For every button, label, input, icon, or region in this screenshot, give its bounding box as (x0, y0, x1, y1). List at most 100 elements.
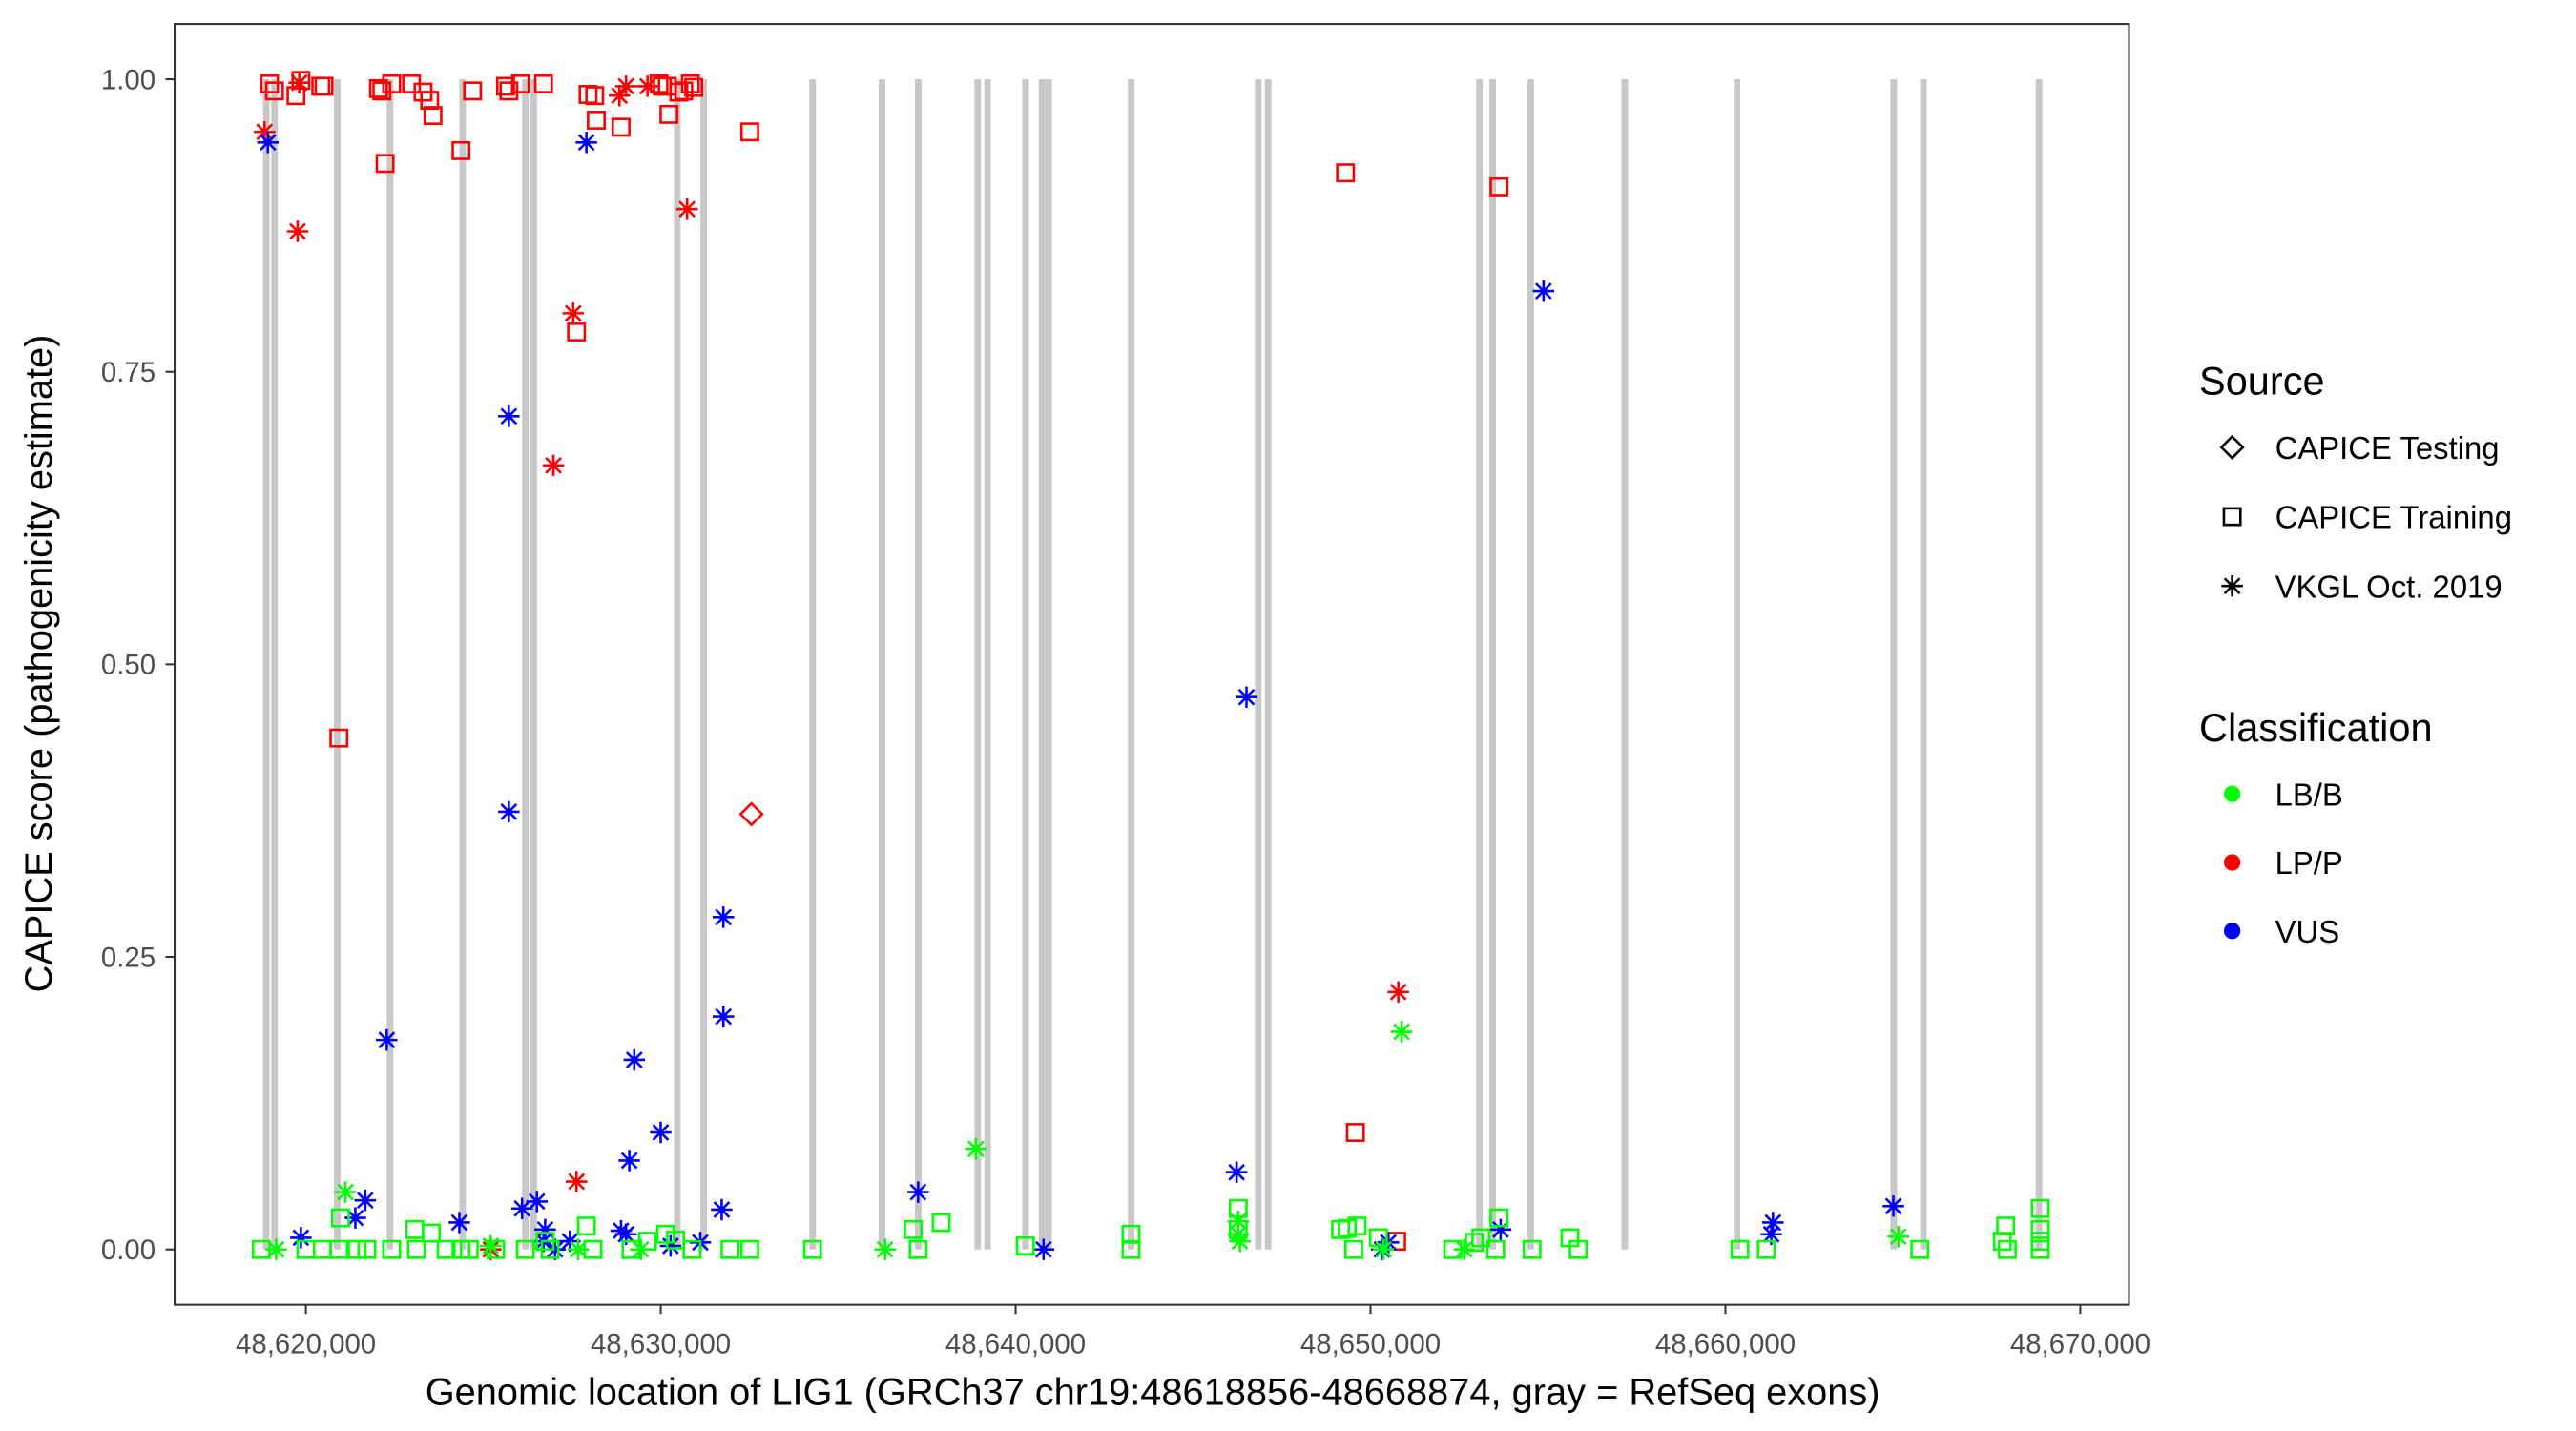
exon-bar (1920, 79, 1927, 1250)
legend-square-icon (2222, 507, 2242, 527)
point-training-lbb (1756, 1239, 1776, 1259)
point-training-lpp (684, 77, 704, 97)
point-training-lbb (682, 1239, 702, 1259)
legend-diamond-icon (2219, 434, 2245, 460)
x-tick-label: 48,620,000 (236, 1329, 376, 1360)
point-training-lbb (904, 1219, 924, 1239)
point-vkgl-lpp (288, 72, 310, 93)
point-vkgl-vus (1532, 280, 1555, 302)
legend-class-label: VUS (2275, 914, 2340, 949)
point-training-lbb (540, 1239, 560, 1259)
point-vkgl-vus (290, 1227, 312, 1249)
point-vkgl-lbb (334, 1181, 357, 1203)
point-training-lpp (1345, 1123, 1365, 1142)
exon-bar (271, 79, 279, 1250)
point-vkgl-lbb (874, 1238, 896, 1260)
point-training-lpp (463, 81, 483, 101)
point-training-lbb (357, 1239, 377, 1259)
point-training-lbb (1228, 1219, 1248, 1239)
point-vkgl-vus (712, 906, 735, 928)
x-tick-label: 48,670,000 (2010, 1329, 2150, 1360)
point-training-lbb (655, 1224, 675, 1244)
exon-bar (386, 79, 394, 1250)
point-vkgl-vus (354, 1189, 377, 1212)
point-training-lbb (583, 1239, 603, 1259)
point-training-lbb (1228, 1198, 1248, 1218)
exon-bar (459, 79, 467, 1250)
y-tick-label: 1.00 (101, 64, 156, 95)
exon-bar (1038, 79, 1046, 1250)
legend-dot-icon (2223, 854, 2241, 871)
point-training-lbb (2030, 1219, 2050, 1239)
point-vkgl-vus (1225, 1161, 1248, 1183)
point-training-lpp (314, 76, 334, 96)
point-vkgl-vus (257, 132, 280, 154)
point-training-lpp (739, 122, 759, 142)
point-training-lpp (329, 728, 349, 748)
legend-source-label: VKGL Oct. 2019 (2275, 569, 2503, 604)
point-training-lbb (1343, 1239, 1363, 1259)
legend-class-label: LB/B (2275, 777, 2343, 812)
point-training-lbb (329, 1239, 349, 1259)
point-vkgl-vus (1760, 1223, 1782, 1245)
exon-bar (334, 79, 341, 1250)
point-vkgl-vus (618, 1150, 640, 1172)
point-training-lbb (1730, 1239, 1750, 1259)
exon-bar (1022, 79, 1029, 1250)
point-training-lbb (908, 1239, 928, 1259)
x-axis-title: Genomic location of LIG1 (GRCh37 chr19:4… (426, 1371, 1880, 1413)
legend-dot-icon (2223, 923, 2241, 940)
point-vkgl-vus (1032, 1238, 1055, 1260)
exon-bar (1890, 79, 1898, 1250)
point-vkgl-vus (1882, 1195, 1904, 1217)
point-vkgl-lpp (675, 197, 698, 220)
point-vkgl-vus (623, 1048, 646, 1071)
point-training-lbb (1996, 1216, 2016, 1236)
point-training-lbb (720, 1239, 740, 1259)
point-training-lbb (637, 1232, 657, 1252)
point-vkgl-vus (1489, 1218, 1512, 1241)
y-tick-label: 0.25 (101, 942, 156, 973)
point-vkgl-vus (498, 405, 520, 427)
point-training-lpp (291, 71, 311, 91)
legend-dot-icon (2223, 785, 2241, 802)
point-training-lbb (802, 1239, 822, 1259)
point-training-lpp (1489, 176, 1509, 197)
point-training-lpp (585, 86, 605, 106)
data-points (251, 71, 2050, 1260)
point-vkgl-vus (1762, 1212, 1784, 1234)
point-training-lpp (680, 74, 700, 93)
exon-bar (1489, 79, 1496, 1250)
point-vkgl-vus (510, 1197, 533, 1220)
exon-bar (262, 79, 270, 1250)
point-vkgl-lbb (265, 1238, 287, 1260)
point-vkgl-lpp (254, 120, 276, 143)
exon-bar (1264, 79, 1272, 1250)
point-training-lbb (2030, 1198, 2050, 1218)
point-vkgl-lpp (1387, 981, 1409, 1004)
legend-classification-title: Classification (2199, 705, 2433, 750)
x-tick-label: 48,640,000 (945, 1329, 1086, 1360)
exon-bar (2035, 79, 2043, 1250)
point-training-lbb (1338, 1218, 1357, 1238)
point-vkgl-lbb (1372, 1238, 1395, 1260)
point-vkgl-lpp (542, 454, 565, 477)
legend-source-label: CAPICE Training (2275, 500, 2512, 535)
point-training-lpp (612, 117, 631, 137)
point-training-lbb (1015, 1236, 1035, 1255)
legend: Source CAPICE Testing CAPICE Training VKGL… (2199, 358, 2512, 948)
point-training-lbb (347, 1239, 367, 1259)
point-vkgl-lbb (965, 1137, 987, 1160)
point-training-lbb (1347, 1216, 1367, 1236)
exon-bar (1128, 79, 1135, 1250)
point-training-lbb (1489, 1208, 1509, 1228)
point-training-lpp (533, 74, 553, 93)
point-training-lbb (2030, 1232, 2050, 1252)
exon-bar (984, 79, 991, 1250)
point-training-lpp (368, 78, 388, 98)
point-training-lbb (1568, 1239, 1589, 1259)
point-training-lbb (739, 1239, 759, 1259)
point-vkgl-vus (559, 1230, 581, 1253)
point-vkgl-lpp (562, 302, 585, 324)
point-vkgl-vus (534, 1218, 556, 1241)
